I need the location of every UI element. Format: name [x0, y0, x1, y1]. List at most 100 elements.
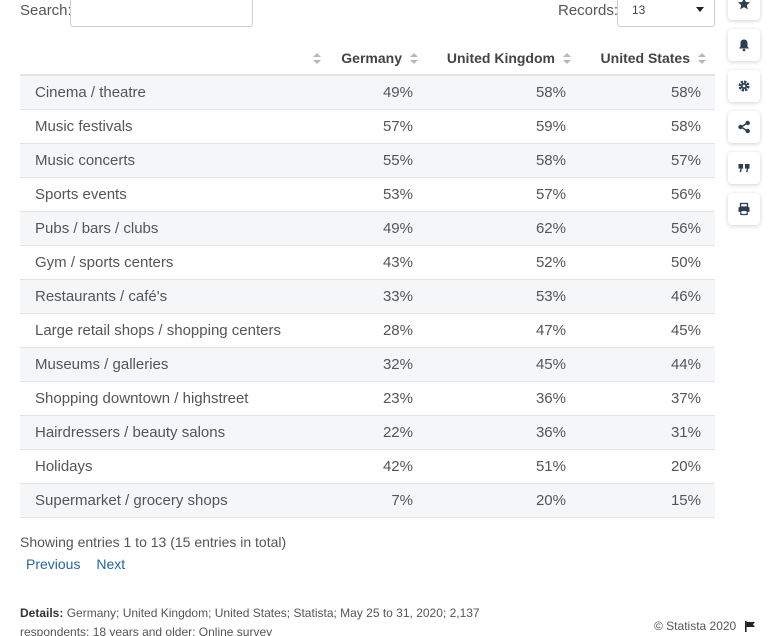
united-states-value: 31%	[580, 415, 715, 450]
favorite-button[interactable]	[728, 0, 760, 20]
sort-icon	[698, 52, 706, 65]
notification-button[interactable]	[728, 29, 760, 61]
united-states-value: 57%	[580, 143, 715, 178]
quote-icon	[738, 164, 750, 172]
data-table: Germany United Kingdom United States Cin…	[20, 41, 715, 518]
united-kingdom-value: 58%	[427, 75, 580, 110]
germany-value: 7%	[330, 483, 427, 518]
united-kingdom-value: 36%	[427, 381, 580, 416]
next-link[interactable]: Next	[96, 556, 126, 572]
search-input[interactable]	[70, 0, 253, 27]
germany-value: 22%	[330, 415, 427, 450]
records-value: 13	[632, 3, 646, 17]
germany-value: 53%	[330, 177, 427, 212]
table-row: Shopping downtown / highstreet 23% 36% 37%	[20, 381, 715, 416]
united-kingdom-value: 57%	[427, 177, 580, 212]
united-states-value: 44%	[580, 347, 715, 382]
column-header-united-kingdom[interactable]: United Kingdom	[427, 41, 580, 76]
germany-value: 23%	[330, 381, 427, 416]
table-row: Museums / galleries 32% 45% 44%	[20, 347, 715, 382]
row-label: Music festivals	[20, 109, 330, 144]
row-label: Restaurants / café's	[20, 279, 330, 314]
germany-value: 33%	[330, 279, 427, 314]
united-states-value: 46%	[580, 279, 715, 314]
column-header-united-states[interactable]: United States	[580, 41, 715, 76]
previous-link[interactable]: Previous	[26, 556, 81, 572]
row-label: Pubs / bars / clubs	[20, 211, 330, 246]
united-states-value: 20%	[580, 449, 715, 484]
united-states-value: 56%	[580, 211, 715, 246]
sort-icon	[563, 52, 571, 65]
row-label: Large retail shops / shopping centers	[20, 313, 330, 348]
flag-icon[interactable]	[744, 621, 756, 633]
cite-button[interactable]	[728, 152, 760, 184]
table-row: Music festivals 57% 59% 58%	[20, 109, 715, 144]
sort-icon	[410, 52, 418, 65]
united-kingdom-value: 59%	[427, 109, 580, 144]
table-row: Cinema / theatre 49% 58% 58%	[20, 75, 715, 110]
row-label: Cinema / theatre	[20, 75, 330, 110]
table-row: Restaurants / café's 33% 53% 46%	[20, 279, 715, 314]
united-kingdom-value: 20%	[427, 483, 580, 518]
row-label: Sports events	[20, 177, 330, 212]
star-icon	[738, 0, 750, 10]
united-kingdom-value: 51%	[427, 449, 580, 484]
print-button[interactable]	[728, 193, 760, 225]
print-icon	[738, 202, 750, 216]
united-states-value: 45%	[580, 313, 715, 348]
search-label: Search:	[20, 2, 72, 19]
united-kingdom-value: 47%	[427, 313, 580, 348]
table-header-row: Germany United Kingdom United States	[20, 41, 715, 76]
data-table-container: Germany United Kingdom United States Cin…	[20, 41, 715, 518]
germany-value: 43%	[330, 245, 427, 280]
column-header-label[interactable]	[20, 41, 330, 76]
table-toolbar: Search: Records: 13	[20, 0, 715, 28]
gear-icon	[738, 80, 750, 92]
column-header-germany[interactable]: Germany	[330, 41, 427, 76]
germany-value: 28%	[330, 313, 427, 348]
bell-icon	[739, 39, 749, 52]
germany-value: 32%	[330, 347, 427, 382]
column-header-text: United States	[600, 49, 690, 66]
table-row: Holidays 42% 51% 20%	[20, 449, 715, 484]
source-details: Details: Germany; United Kingdom; United…	[20, 604, 520, 636]
germany-value: 55%	[330, 143, 427, 178]
row-label: Music concerts	[20, 143, 330, 178]
row-label: Hairdressers / beauty salons	[20, 415, 330, 450]
united-states-value: 58%	[580, 109, 715, 144]
table-row: Pubs / bars / clubs 49% 62% 56%	[20, 211, 715, 246]
table-row: Music concerts 55% 58% 57%	[20, 143, 715, 178]
table-row: Hairdressers / beauty salons 22% 36% 31%	[20, 415, 715, 450]
united-kingdom-value: 58%	[427, 143, 580, 178]
germany-value: 57%	[330, 109, 427, 144]
entries-summary: Showing entries 1 to 13 (15 entries in t…	[20, 534, 287, 550]
row-label: Museums / galleries	[20, 347, 330, 382]
copyright-text: © Statista 2020	[654, 619, 737, 633]
row-label: Shopping downtown / highstreet	[20, 381, 330, 416]
united-kingdom-value: 45%	[427, 347, 580, 382]
records-label: Records:	[558, 2, 619, 19]
settings-button[interactable]	[728, 70, 760, 102]
united-states-value: 50%	[580, 245, 715, 280]
details-text: Germany; United Kingdom; United States; …	[20, 606, 480, 636]
united-kingdom-value: 53%	[427, 279, 580, 314]
table-row: Large retail shops / shopping centers 28%…	[20, 313, 715, 348]
united-kingdom-value: 62%	[427, 211, 580, 246]
united-kingdom-value: 52%	[427, 245, 580, 280]
column-header-text: United Kingdom	[446, 49, 555, 66]
table-row: Supermarket / grocery shops 7% 20% 15%	[20, 483, 715, 518]
germany-value: 49%	[330, 75, 427, 110]
united-kingdom-value: 36%	[427, 415, 580, 450]
pagination: Previous Next	[26, 556, 137, 572]
united-states-value: 15%	[580, 483, 715, 518]
table-row: Gym / sports centers 43% 52% 50%	[20, 245, 715, 280]
row-label: Holidays	[20, 449, 330, 484]
united-states-value: 37%	[580, 381, 715, 416]
table-row: Sports events 53% 57% 56%	[20, 177, 715, 212]
details-label: Details:	[20, 606, 64, 620]
sidebar-toolbar	[728, 0, 760, 234]
sort-icon	[313, 52, 321, 65]
germany-value: 49%	[330, 211, 427, 246]
records-select[interactable]: 13	[617, 0, 715, 27]
share-button[interactable]	[728, 111, 760, 143]
